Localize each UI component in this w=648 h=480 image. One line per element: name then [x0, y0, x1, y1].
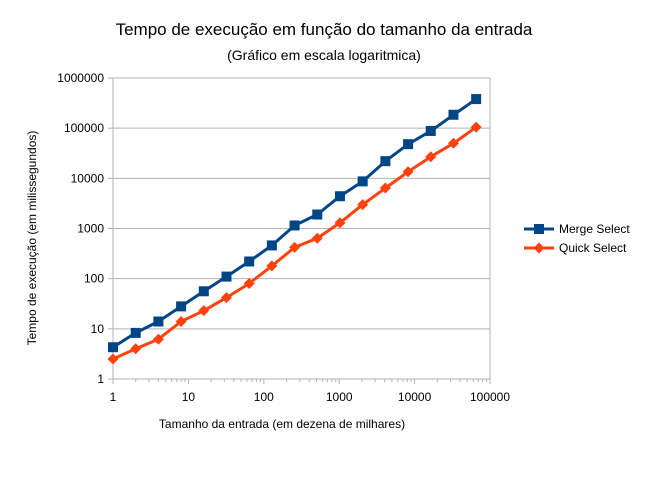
data-point-1-13: [402, 166, 414, 178]
chart-title: Tempo de execução em função do tamanho d…: [116, 20, 533, 39]
data-point-0-14: [425, 125, 436, 136]
data-point-0-16: [471, 94, 482, 105]
x-tick-label: 100: [254, 390, 274, 404]
y-tick-label: 1000000: [57, 71, 104, 85]
x-axis-label: Tamanho da entrada (em dezena de milhare…: [159, 417, 405, 431]
y-tick-label: 1000: [77, 222, 104, 236]
data-point-1-3: [175, 316, 187, 328]
data-point-1-7: [266, 260, 278, 272]
data-point-1-9: [311, 232, 323, 244]
legend: Merge Select Quick Select: [524, 222, 630, 255]
data-point-1-2: [152, 333, 164, 345]
data-point-1-15: [447, 137, 459, 149]
data-point-0-7: [266, 240, 277, 251]
data-point-0-15: [448, 109, 459, 120]
data-point-0-4: [198, 286, 209, 297]
legend-marker-0: [534, 224, 544, 234]
x-tick-label: 10000: [398, 390, 432, 404]
data-point-1-16: [470, 121, 482, 133]
data-point-1-1: [130, 343, 142, 355]
legend-label-0: Merge Select: [559, 222, 630, 236]
data-point-1-14: [425, 151, 437, 163]
data-point-0-11: [357, 176, 368, 187]
data-point-1-6: [243, 278, 255, 290]
data-point-0-10: [334, 191, 345, 202]
data-point-1-11: [357, 199, 369, 211]
x-tick-label: 10: [182, 390, 196, 404]
data-point-0-0: [108, 342, 118, 353]
data-point-0-12: [380, 156, 391, 167]
data-point-0-13: [403, 139, 414, 150]
x-tick-label: 100000: [470, 390, 510, 404]
data-point-0-9: [312, 209, 323, 220]
data-point-1-4: [198, 305, 210, 317]
data-point-0-6: [244, 256, 255, 267]
data-point-0-1: [130, 327, 141, 338]
data-point-0-3: [176, 301, 187, 312]
chart-subtitle: (Gráfico em escala logaritmica): [227, 47, 421, 63]
y-tick-label: 10000: [71, 171, 105, 185]
data-point-0-8: [289, 220, 300, 231]
x-tick-label: 1000: [326, 390, 353, 404]
data-point-1-8: [289, 241, 301, 253]
plot-area: 1 10 100 1000 10000 100000 1000000 1 10 100 1000 10…: [57, 71, 510, 404]
data-point-1-5: [220, 292, 232, 304]
y-axis-label: Tempo de execução (em milissegundos): [25, 131, 39, 346]
y-tick-label: 100: [84, 272, 104, 286]
y-tick-label: 10: [91, 322, 105, 336]
y-tick-label: 1: [97, 372, 104, 386]
legend-marker-1: [533, 242, 545, 254]
data-point-1-12: [379, 182, 391, 194]
data-point-1-10: [334, 217, 346, 229]
legend-label-1: Quick Select: [559, 241, 627, 255]
data-point-0-5: [221, 271, 232, 282]
y-tick-label: 100000: [64, 121, 104, 135]
data-point-1-0: [107, 353, 119, 365]
data-point-0-2: [153, 316, 164, 327]
x-tick-label: 1: [110, 390, 117, 404]
